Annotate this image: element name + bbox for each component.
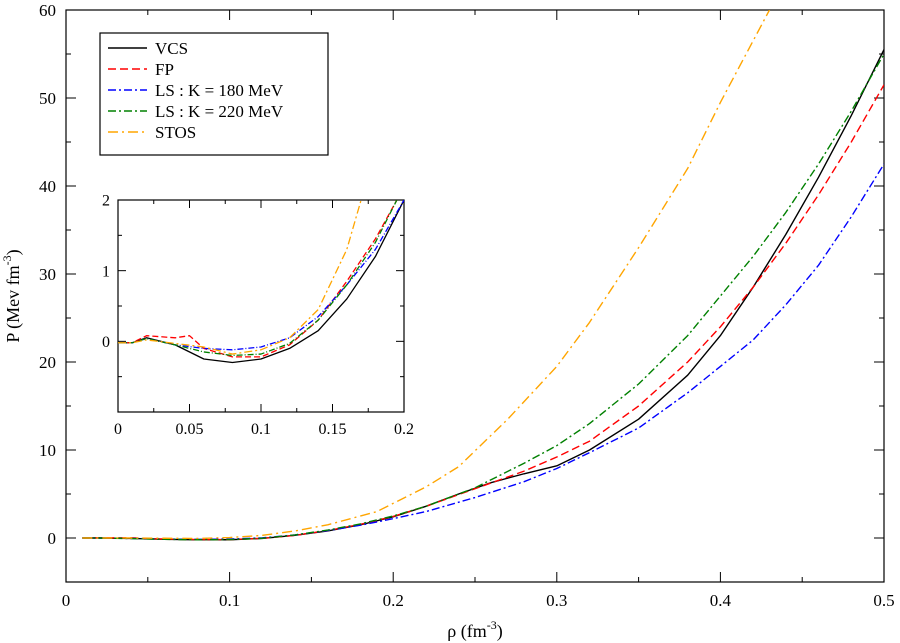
y-axis-title-text: P (Mev fm bbox=[3, 265, 24, 342]
inset-plot: 0 0.05 0.1 0.15 0.2 0 1 2 bbox=[102, 193, 414, 438]
main-y-tick-label: 0 bbox=[48, 529, 57, 548]
main-series-group bbox=[82, 10, 884, 541]
main-y-tick-label: 20 bbox=[39, 353, 56, 372]
inset-plot-frame bbox=[117, 199, 405, 413]
legend-label-vcs: VCS bbox=[155, 39, 188, 58]
inset-x-tick-label: 0.05 bbox=[176, 421, 204, 438]
main-x-tick-label: 0.2 bbox=[383, 591, 404, 610]
legend: VCS FP LS : K = 180 MeV LS : K = 220 MeV STO… bbox=[99, 32, 329, 156]
x-axis-title: ρ (fm-3) bbox=[447, 618, 502, 642]
legend-label-ls-k-180-mev: LS : K = 180 MeV bbox=[155, 81, 284, 100]
main-y-tick-label: 30 bbox=[39, 265, 56, 284]
legend-label-stos: STOS bbox=[155, 123, 196, 142]
inset-series-fp bbox=[118, 200, 398, 358]
inset-x-tick-label: 0.2 bbox=[394, 421, 414, 438]
inset-series-ls-k-220-mev bbox=[118, 200, 398, 357]
legend-label-ls-k-220-mev: LS : K = 220 MeV bbox=[155, 102, 284, 121]
main-series-stos bbox=[82, 10, 771, 540]
legend-box bbox=[99, 32, 329, 156]
main-x-tick-label: 0.5 bbox=[873, 591, 894, 610]
main-y-tick-label: 40 bbox=[39, 177, 56, 196]
main-series-ls-k-220-mev bbox=[82, 53, 884, 541]
legend-label-fp: FP bbox=[155, 60, 174, 79]
inset-y-tick-label: 0 bbox=[102, 334, 110, 351]
inset-x-tick-label: 0.15 bbox=[319, 421, 347, 438]
y-axis-title: P (Mev fm-3) bbox=[0, 249, 24, 342]
x-axis-title-text: ρ (fm bbox=[447, 621, 486, 642]
x-axis-title-superscript: -3 bbox=[487, 618, 497, 632]
inset-y-tick-label: 1 bbox=[102, 263, 110, 280]
inset-y-tick-label: 2 bbox=[102, 193, 110, 210]
inset-x-tick-label: 0 bbox=[114, 421, 122, 438]
main-x-tick-label: 0.4 bbox=[710, 591, 732, 610]
main-y-tick-label: 10 bbox=[39, 441, 56, 460]
main-x-tick-label: 0 bbox=[62, 591, 71, 610]
main-series-ls-k-180-mev bbox=[82, 163, 884, 541]
inset-series-group bbox=[118, 200, 404, 364]
main-y-tick-label: 50 bbox=[39, 89, 56, 108]
x-axis-title-close: ) bbox=[497, 621, 503, 642]
main-x-tick-label: 0.1 bbox=[219, 591, 240, 610]
inset-x-tick-label: 0.1 bbox=[251, 421, 271, 438]
y-axis-title-superscript: -3 bbox=[0, 255, 14, 265]
y-axis-title-close: ) bbox=[3, 249, 24, 255]
inset-series-stos bbox=[118, 200, 362, 355]
main-x-tick-label: 0.3 bbox=[546, 591, 567, 610]
main-y-tick-label: 60 bbox=[39, 1, 56, 20]
